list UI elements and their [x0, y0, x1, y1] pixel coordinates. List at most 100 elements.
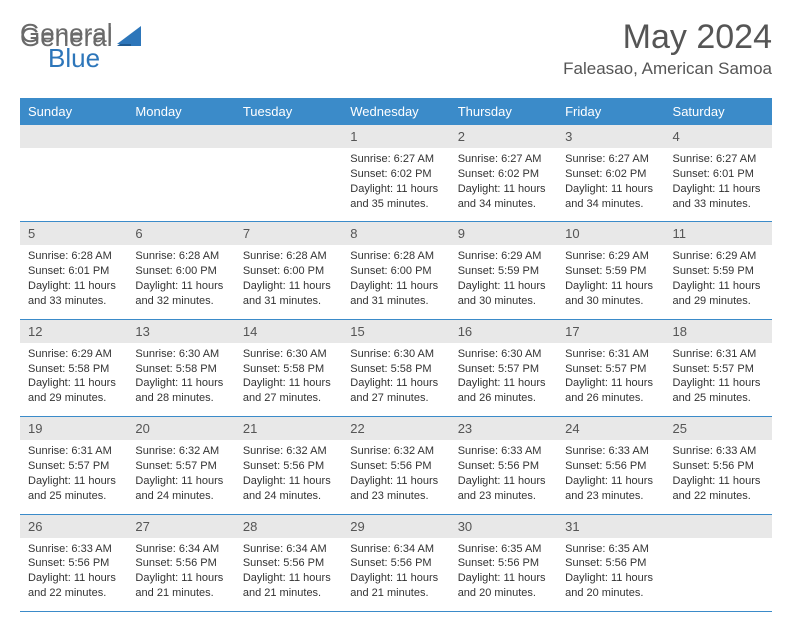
- day-details: Sunrise: 6:29 AMSunset: 5:58 PMDaylight:…: [20, 343, 127, 416]
- day-number-empty: [665, 515, 772, 538]
- day-number: 26: [20, 515, 127, 538]
- weekday-header: Monday: [127, 98, 234, 125]
- day-details: Sunrise: 6:31 AMSunset: 5:57 PMDaylight:…: [665, 343, 772, 416]
- calendar-cell: [235, 125, 342, 222]
- day-details: Sunrise: 6:32 AMSunset: 5:56 PMDaylight:…: [235, 440, 342, 513]
- weekday-header: Sunday: [20, 98, 127, 125]
- day-details: Sunrise: 6:35 AMSunset: 5:56 PMDaylight:…: [557, 538, 664, 611]
- day-details: Sunrise: 6:34 AMSunset: 5:56 PMDaylight:…: [127, 538, 234, 611]
- calendar-cell: 25Sunrise: 6:33 AMSunset: 5:56 PMDayligh…: [665, 417, 772, 514]
- calendar-cell: 28Sunrise: 6:34 AMSunset: 5:56 PMDayligh…: [235, 514, 342, 611]
- day-details: Sunrise: 6:33 AMSunset: 5:56 PMDaylight:…: [557, 440, 664, 513]
- day-number: 22: [342, 417, 449, 440]
- day-details-empty: [20, 148, 127, 204]
- day-number: 8: [342, 222, 449, 245]
- calendar-cell: [665, 514, 772, 611]
- day-number: 7: [235, 222, 342, 245]
- day-details: Sunrise: 6:32 AMSunset: 5:56 PMDaylight:…: [342, 440, 449, 513]
- day-details: Sunrise: 6:30 AMSunset: 5:58 PMDaylight:…: [235, 343, 342, 416]
- day-number: 19: [20, 417, 127, 440]
- day-number: 31: [557, 515, 664, 538]
- day-details: Sunrise: 6:29 AMSunset: 5:59 PMDaylight:…: [450, 245, 557, 318]
- day-details: Sunrise: 6:28 AMSunset: 6:01 PMDaylight:…: [20, 245, 127, 318]
- day-details: Sunrise: 6:29 AMSunset: 5:59 PMDaylight:…: [665, 245, 772, 318]
- day-details: Sunrise: 6:34 AMSunset: 5:56 PMDaylight:…: [342, 538, 449, 611]
- calendar-cell: 29Sunrise: 6:34 AMSunset: 5:56 PMDayligh…: [342, 514, 449, 611]
- title-block: May 2024 Faleasao, American Samoa: [563, 18, 772, 79]
- weekday-header: Friday: [557, 98, 664, 125]
- day-details: Sunrise: 6:27 AMSunset: 6:02 PMDaylight:…: [557, 148, 664, 221]
- day-number: 15: [342, 320, 449, 343]
- calendar-cell: [20, 125, 127, 222]
- day-details: Sunrise: 6:30 AMSunset: 5:57 PMDaylight:…: [450, 343, 557, 416]
- page-subtitle: Faleasao, American Samoa: [563, 59, 772, 79]
- calendar-cell: 12Sunrise: 6:29 AMSunset: 5:58 PMDayligh…: [20, 319, 127, 416]
- logo-stack: General Blue: [20, 18, 141, 74]
- day-details: Sunrise: 6:30 AMSunset: 5:58 PMDaylight:…: [127, 343, 234, 416]
- calendar-table: SundayMondayTuesdayWednesdayThursdayFrid…: [20, 98, 772, 612]
- calendar-week-row: 5Sunrise: 6:28 AMSunset: 6:01 PMDaylight…: [20, 222, 772, 319]
- calendar-cell: 11Sunrise: 6:29 AMSunset: 5:59 PMDayligh…: [665, 222, 772, 319]
- day-number: 17: [557, 320, 664, 343]
- day-details: Sunrise: 6:32 AMSunset: 5:57 PMDaylight:…: [127, 440, 234, 513]
- calendar-body: 1Sunrise: 6:27 AMSunset: 6:02 PMDaylight…: [20, 125, 772, 611]
- day-number: 10: [557, 222, 664, 245]
- day-number-empty: [235, 125, 342, 148]
- day-number: 6: [127, 222, 234, 245]
- day-number-empty: [20, 125, 127, 148]
- day-number: 5: [20, 222, 127, 245]
- calendar-cell: 7Sunrise: 6:28 AMSunset: 6:00 PMDaylight…: [235, 222, 342, 319]
- day-number: 13: [127, 320, 234, 343]
- day-number: 25: [665, 417, 772, 440]
- calendar-cell: 5Sunrise: 6:28 AMSunset: 6:01 PMDaylight…: [20, 222, 127, 319]
- day-details: Sunrise: 6:30 AMSunset: 5:58 PMDaylight:…: [342, 343, 449, 416]
- day-details: Sunrise: 6:28 AMSunset: 6:00 PMDaylight:…: [127, 245, 234, 318]
- day-number: 23: [450, 417, 557, 440]
- calendar-cell: 30Sunrise: 6:35 AMSunset: 5:56 PMDayligh…: [450, 514, 557, 611]
- day-number-empty: [127, 125, 234, 148]
- calendar-cell: 21Sunrise: 6:32 AMSunset: 5:56 PMDayligh…: [235, 417, 342, 514]
- day-details: Sunrise: 6:33 AMSunset: 5:56 PMDaylight:…: [20, 538, 127, 611]
- calendar-cell: 8Sunrise: 6:28 AMSunset: 6:00 PMDaylight…: [342, 222, 449, 319]
- calendar-cell: 16Sunrise: 6:30 AMSunset: 5:57 PMDayligh…: [450, 319, 557, 416]
- day-number: 28: [235, 515, 342, 538]
- day-number: 3: [557, 125, 664, 148]
- calendar-cell: 3Sunrise: 6:27 AMSunset: 6:02 PMDaylight…: [557, 125, 664, 222]
- calendar-cell: 20Sunrise: 6:32 AMSunset: 5:57 PMDayligh…: [127, 417, 234, 514]
- day-number: 21: [235, 417, 342, 440]
- day-number: 20: [127, 417, 234, 440]
- calendar-cell: 4Sunrise: 6:27 AMSunset: 6:01 PMDaylight…: [665, 125, 772, 222]
- day-details: Sunrise: 6:35 AMSunset: 5:56 PMDaylight:…: [450, 538, 557, 611]
- day-details-empty: [235, 148, 342, 204]
- day-details: Sunrise: 6:27 AMSunset: 6:01 PMDaylight:…: [665, 148, 772, 221]
- day-number: 9: [450, 222, 557, 245]
- day-number: 24: [557, 417, 664, 440]
- calendar-cell: 24Sunrise: 6:33 AMSunset: 5:56 PMDayligh…: [557, 417, 664, 514]
- day-number: 12: [20, 320, 127, 343]
- day-details-empty: [665, 538, 772, 594]
- day-number: 11: [665, 222, 772, 245]
- calendar-cell: 18Sunrise: 6:31 AMSunset: 5:57 PMDayligh…: [665, 319, 772, 416]
- day-number: 27: [127, 515, 234, 538]
- calendar-week-row: 19Sunrise: 6:31 AMSunset: 5:57 PMDayligh…: [20, 417, 772, 514]
- day-details: Sunrise: 6:29 AMSunset: 5:59 PMDaylight:…: [557, 245, 664, 318]
- calendar-week-row: 12Sunrise: 6:29 AMSunset: 5:58 PMDayligh…: [20, 319, 772, 416]
- calendar-cell: 9Sunrise: 6:29 AMSunset: 5:59 PMDaylight…: [450, 222, 557, 319]
- day-details-empty: [127, 148, 234, 204]
- weekday-header: Thursday: [450, 98, 557, 125]
- calendar-cell: 1Sunrise: 6:27 AMSunset: 6:02 PMDaylight…: [342, 125, 449, 222]
- calendar-cell: 26Sunrise: 6:33 AMSunset: 5:56 PMDayligh…: [20, 514, 127, 611]
- day-number: 14: [235, 320, 342, 343]
- calendar-cell: 27Sunrise: 6:34 AMSunset: 5:56 PMDayligh…: [127, 514, 234, 611]
- calendar-cell: 17Sunrise: 6:31 AMSunset: 5:57 PMDayligh…: [557, 319, 664, 416]
- day-details: Sunrise: 6:27 AMSunset: 6:02 PMDaylight:…: [342, 148, 449, 221]
- logo-triangle-icon-2: [115, 24, 141, 49]
- calendar-cell: 14Sunrise: 6:30 AMSunset: 5:58 PMDayligh…: [235, 319, 342, 416]
- calendar-week-row: 1Sunrise: 6:27 AMSunset: 6:02 PMDaylight…: [20, 125, 772, 222]
- day-number: 16: [450, 320, 557, 343]
- weekday-header: Saturday: [665, 98, 772, 125]
- calendar-header-row: SundayMondayTuesdayWednesdayThursdayFrid…: [20, 98, 772, 125]
- day-number: 29: [342, 515, 449, 538]
- day-details: Sunrise: 6:28 AMSunset: 6:00 PMDaylight:…: [342, 245, 449, 318]
- calendar-cell: 10Sunrise: 6:29 AMSunset: 5:59 PMDayligh…: [557, 222, 664, 319]
